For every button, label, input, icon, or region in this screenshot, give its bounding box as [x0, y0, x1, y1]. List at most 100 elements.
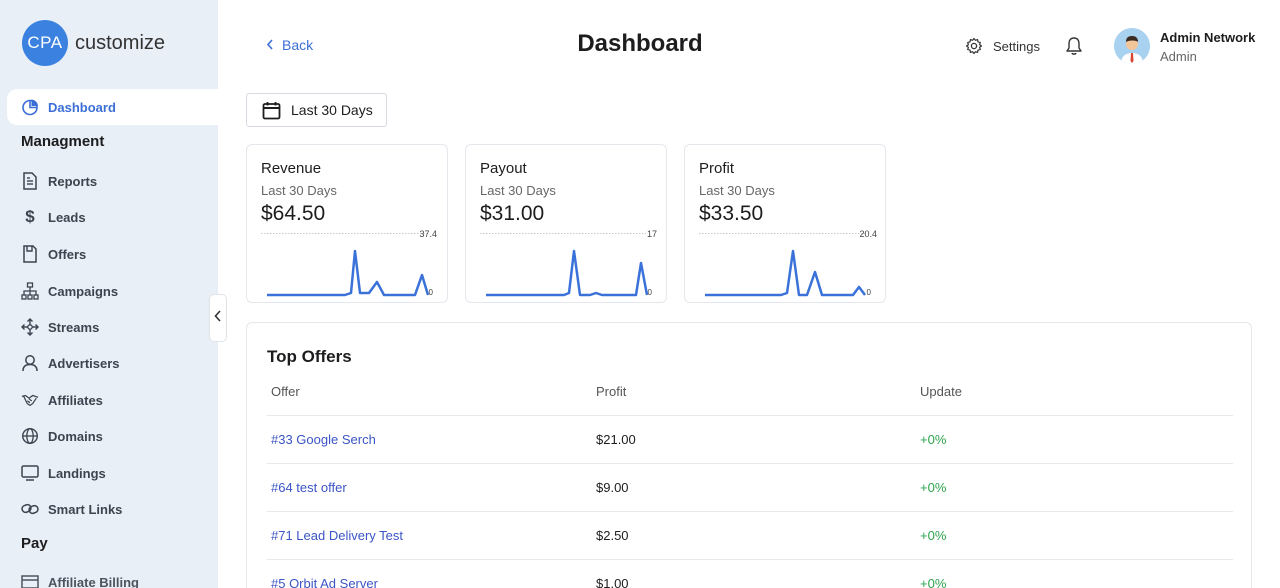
card-period: Last 30 Days [699, 183, 775, 198]
profit-value: $9.00 [596, 480, 629, 495]
update-value: +0% [920, 432, 947, 447]
column-header-offer[interactable]: Offer [271, 384, 300, 399]
sidebar-collapse-button[interactable] [209, 294, 227, 342]
sidebar: CPA customize Dashboard Managment Report… [0, 0, 218, 588]
profit-value: $1.00 [596, 576, 629, 588]
revenue-card: Revenue Last 30 Days $64.50 37.4 0 [246, 144, 448, 303]
section-title-managment: Managment [21, 133, 105, 150]
date-range-picker[interactable]: Last 30 Days [246, 93, 387, 127]
sidebar-item-label: Affiliate Billing [48, 574, 139, 588]
dollar-icon: $ [25, 207, 35, 226]
card-title: Revenue [261, 160, 322, 177]
sparkline-max-label: 37.4 [419, 229, 437, 239]
sidebar-item-offers[interactable]: Offers [21, 244, 86, 264]
offer-link[interactable]: #64 test offer [271, 480, 347, 495]
sparkline-min-label: 0 [867, 288, 872, 297]
move-arrows-icon [21, 318, 39, 336]
sidebar-item-dashboard[interactable]: Dashboard [7, 89, 218, 125]
profit-sparkline: 20.4 0 [699, 229, 877, 297]
card-value: $64.50 [261, 202, 326, 225]
profit-value: $21.00 [596, 432, 636, 447]
sidebar-item-label: Dashboard [48, 99, 116, 115]
sidebar-item-leads[interactable]: $ Leads [21, 207, 86, 227]
card-value: $33.50 [699, 202, 764, 225]
pie-chart-icon [21, 98, 39, 116]
sidebar-item-label: Advertisers [48, 355, 120, 371]
back-link[interactable]: Back [266, 37, 313, 53]
revenue-sparkline: 37.4 0 [261, 229, 437, 297]
settings-label: Settings [993, 38, 1040, 54]
update-value: +0% [920, 480, 947, 495]
section-title-pay: Pay [21, 535, 48, 552]
back-label: Back [282, 37, 314, 53]
payout-card: Payout Last 30 Days $31.00 17 0 [465, 144, 667, 303]
profit-value: $2.50 [596, 528, 629, 543]
chevron-left-icon [266, 38, 274, 53]
avatar[interactable] [1114, 28, 1150, 64]
sidebar-item-campaigns[interactable]: Campaigns [21, 281, 118, 301]
table-row: #33 Google Serch $21.00 +0% [267, 415, 1233, 463]
update-value: +0% [920, 576, 947, 588]
sidebar-item-domains[interactable]: Domains [21, 426, 103, 446]
offer-link[interactable]: #71 Lead Delivery Test [271, 528, 404, 543]
date-range-label: Last 30 Days [291, 102, 373, 118]
sitemap-icon [21, 282, 39, 300]
card-title: Profit [699, 160, 735, 177]
globe-icon [21, 427, 39, 445]
reports-icon [21, 172, 39, 190]
profit-card: Profit Last 30 Days $33.50 20.4 0 [684, 144, 886, 303]
sidebar-item-label: Smart Links [48, 501, 123, 517]
sidebar-item-label: Affiliates [48, 392, 103, 408]
page-title: Dashboard [0, 30, 1280, 58]
handshake-icon [21, 391, 39, 409]
logo-text: customize [75, 31, 166, 54]
offer-link[interactable]: #33 Google Serch [271, 432, 376, 447]
offers-icon [21, 245, 39, 263]
sidebar-item-label: Landings [48, 465, 106, 481]
card-title: Payout [480, 160, 527, 177]
sparkline-min-label: 0 [648, 288, 653, 297]
sidebar-item-streams[interactable]: Streams [21, 317, 99, 337]
column-header-profit[interactable]: Profit [596, 384, 627, 399]
gear-icon [965, 37, 983, 55]
link-icon [21, 500, 39, 518]
bell-icon[interactable] [1065, 36, 1083, 61]
card-period: Last 30 Days [480, 183, 556, 198]
sidebar-item-reports[interactable]: Reports [21, 171, 97, 191]
sidebar-item-advertisers[interactable]: Advertisers [21, 353, 120, 373]
table-row: #64 test offer $9.00 +0% [267, 463, 1233, 511]
offer-link[interactable]: #5 Orbit Ad Server [271, 576, 378, 588]
page-title-text: Dashboard [577, 30, 703, 57]
user-role: Admin [1160, 49, 1197, 64]
sidebar-item-label: Domains [48, 428, 103, 444]
sidebar-item-label: Campaigns [48, 283, 119, 299]
billing-icon [21, 573, 39, 588]
table-title: Top Offers [267, 347, 352, 366]
logo-badge: CPA [22, 20, 68, 66]
card-period: Last 30 Days [261, 183, 337, 198]
sidebar-item-affiliates[interactable]: Affiliates [21, 390, 103, 410]
sidebar-item-label: Reports [48, 173, 98, 189]
sidebar-item-landings[interactable]: Landings [21, 463, 106, 483]
user-icon [21, 354, 39, 372]
settings-button[interactable]: Settings [965, 37, 1040, 55]
sidebar-item-smart-links[interactable]: Smart Links [21, 499, 122, 519]
user-name: Admin Network [1160, 30, 1256, 45]
monitor-icon [21, 464, 39, 482]
sidebar-item-label: Streams [48, 319, 100, 335]
table-row: #5 Orbit Ad Server $1.00 +0% [267, 559, 1233, 588]
sparkline-min-label: 0 [429, 288, 434, 297]
sidebar-item-label: Offers [48, 246, 87, 262]
logo[interactable]: CPA customize [22, 20, 165, 66]
card-value: $31.00 [480, 202, 545, 225]
table-row: #71 Lead Delivery Test $2.50 +0% [267, 511, 1233, 559]
sparkline-max-label: 17 [647, 229, 657, 239]
sparkline-max-label: 20.4 [859, 229, 877, 239]
column-header-update[interactable]: Update [920, 384, 962, 399]
sidebar-item-affiliate-billing[interactable]: Affiliate Billing [21, 572, 139, 588]
sidebar-item-label: Leads [48, 209, 86, 225]
top-offers-table: Top Offers Offer Profit Update #33 Googl… [246, 322, 1252, 588]
update-value: +0% [920, 528, 947, 543]
payout-sparkline: 17 0 [480, 229, 657, 297]
calendar-icon [262, 101, 281, 120]
